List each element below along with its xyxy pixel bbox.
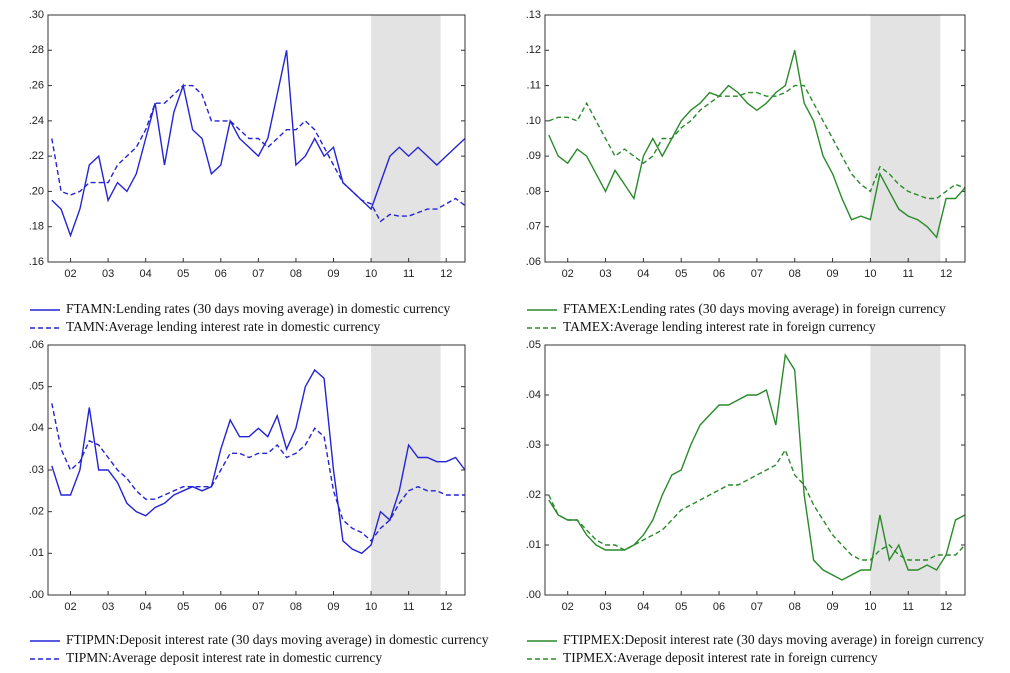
y-tick-label: .00 [29, 589, 44, 601]
x-tick-label: 02 [562, 601, 574, 613]
y-tick-label: .01 [29, 547, 44, 559]
y-tick-label: .02 [29, 506, 44, 518]
y-tick-label: .03 [29, 464, 44, 476]
y-tick-label: .24 [29, 115, 44, 127]
x-tick-label: 07 [751, 268, 763, 280]
series-line [51, 368, 466, 555]
y-tick-label: .13 [526, 9, 541, 21]
x-tick-label: 06 [215, 268, 227, 280]
series-line [548, 50, 966, 239]
y-tick-label: .28 [29, 44, 44, 56]
y-tick-label: .06 [29, 339, 44, 351]
x-tick-label: 12 [940, 601, 952, 613]
x-tick-label: 06 [713, 601, 725, 613]
x-tick-label: 04 [140, 601, 152, 613]
y-tick-label: .22 [29, 150, 44, 162]
x-tick-label: 07 [252, 268, 264, 280]
x-tick-label: 09 [826, 268, 838, 280]
y-tick-label: .06 [526, 256, 541, 268]
y-tick-label: .03 [526, 439, 541, 451]
legend-label: TAMN:Average lending interest rate in do… [66, 319, 381, 334]
series-line [548, 448, 966, 561]
x-tick-label: 03 [102, 601, 114, 613]
x-tick-label: 02 [562, 268, 574, 280]
y-tick-label: .16 [29, 256, 44, 268]
legend-label: FTAMN:Lending rates (30 days moving aver… [66, 301, 451, 316]
x-tick-label: 02 [64, 268, 76, 280]
x-tick-label: 10 [365, 268, 377, 280]
legend-label: TIPMEX:Average deposit interest rate in … [563, 650, 878, 665]
x-tick-label: 12 [940, 268, 952, 280]
plot-frame [544, 344, 966, 596]
x-tick-label: 03 [599, 268, 611, 280]
shaded-period [870, 345, 941, 595]
x-tick-label: 10 [864, 601, 876, 613]
x-tick-label: 05 [177, 601, 189, 613]
series-line [548, 84, 966, 200]
y-tick-label: .18 [29, 221, 44, 233]
y-tick-label: .04 [29, 422, 44, 434]
legend-label: TAMEX:Average lending interest rate in f… [563, 319, 876, 334]
y-tick-label: .11 [527, 79, 541, 91]
x-tick-label: 08 [789, 268, 801, 280]
x-tick-label: 05 [675, 268, 687, 280]
x-tick-label: 08 [290, 601, 302, 613]
x-tick-label: 06 [713, 268, 725, 280]
x-tick-label: 04 [637, 601, 649, 613]
shaded-period [371, 15, 441, 262]
y-tick-label: .01 [526, 539, 541, 551]
x-tick-label: 04 [140, 268, 152, 280]
series-line [51, 50, 466, 238]
y-tick-label: .26 [29, 79, 44, 91]
y-tick-label: .04 [526, 389, 541, 401]
y-tick-label: .12 [526, 44, 541, 56]
shaded-period [870, 15, 941, 262]
x-tick-label: 03 [102, 268, 114, 280]
legend-label: TIPMN:Average deposit interest rate in d… [66, 650, 382, 665]
x-tick-label: 11 [903, 268, 914, 280]
series-line [51, 403, 465, 542]
x-tick-label: 09 [327, 268, 339, 280]
x-tick-label: 05 [675, 601, 687, 613]
x-tick-label: 03 [599, 601, 611, 613]
x-tick-label: 11 [403, 268, 414, 280]
x-tick-label: 09 [327, 601, 339, 613]
x-tick-label: 10 [365, 601, 377, 613]
x-tick-label: 05 [177, 268, 189, 280]
y-tick-label: .00 [526, 589, 541, 601]
x-tick-label: 12 [440, 601, 452, 613]
x-tick-label: 06 [215, 601, 227, 613]
y-tick-label: .30 [29, 9, 44, 21]
x-tick-label: 08 [290, 268, 302, 280]
shaded-period [371, 345, 441, 595]
y-tick-label: .05 [526, 339, 541, 351]
x-tick-label: 08 [789, 601, 801, 613]
x-tick-label: 02 [64, 601, 76, 613]
legend-label: FTIPMEX:Deposit interest rate (30 days m… [563, 632, 984, 647]
y-tick-label: .05 [29, 381, 44, 393]
plot-frame [47, 14, 466, 263]
x-tick-label: 07 [252, 601, 264, 613]
x-tick-label: 10 [864, 268, 876, 280]
series-line [51, 84, 466, 223]
y-tick-label: .02 [526, 489, 541, 501]
y-tick-label: .10 [526, 115, 541, 127]
legend-label: FTAMEX:Lending rates (30 days moving ave… [563, 301, 946, 316]
y-tick-label: .20 [29, 185, 44, 197]
x-tick-label: 11 [403, 601, 414, 613]
x-tick-label: 11 [903, 601, 914, 613]
y-tick-label: .07 [526, 221, 541, 233]
series-line [548, 352, 966, 581]
plot-frame [47, 344, 466, 596]
x-tick-label: 04 [637, 268, 649, 280]
plot-frame [544, 14, 966, 263]
x-tick-label: 09 [826, 601, 838, 613]
y-tick-label: .09 [526, 150, 541, 162]
y-tick-label: .08 [526, 185, 541, 197]
x-tick-label: 12 [440, 268, 452, 280]
legend-label: FTIPMN:Deposit interest rate (30 days mo… [66, 632, 489, 647]
x-tick-label: 07 [751, 601, 763, 613]
